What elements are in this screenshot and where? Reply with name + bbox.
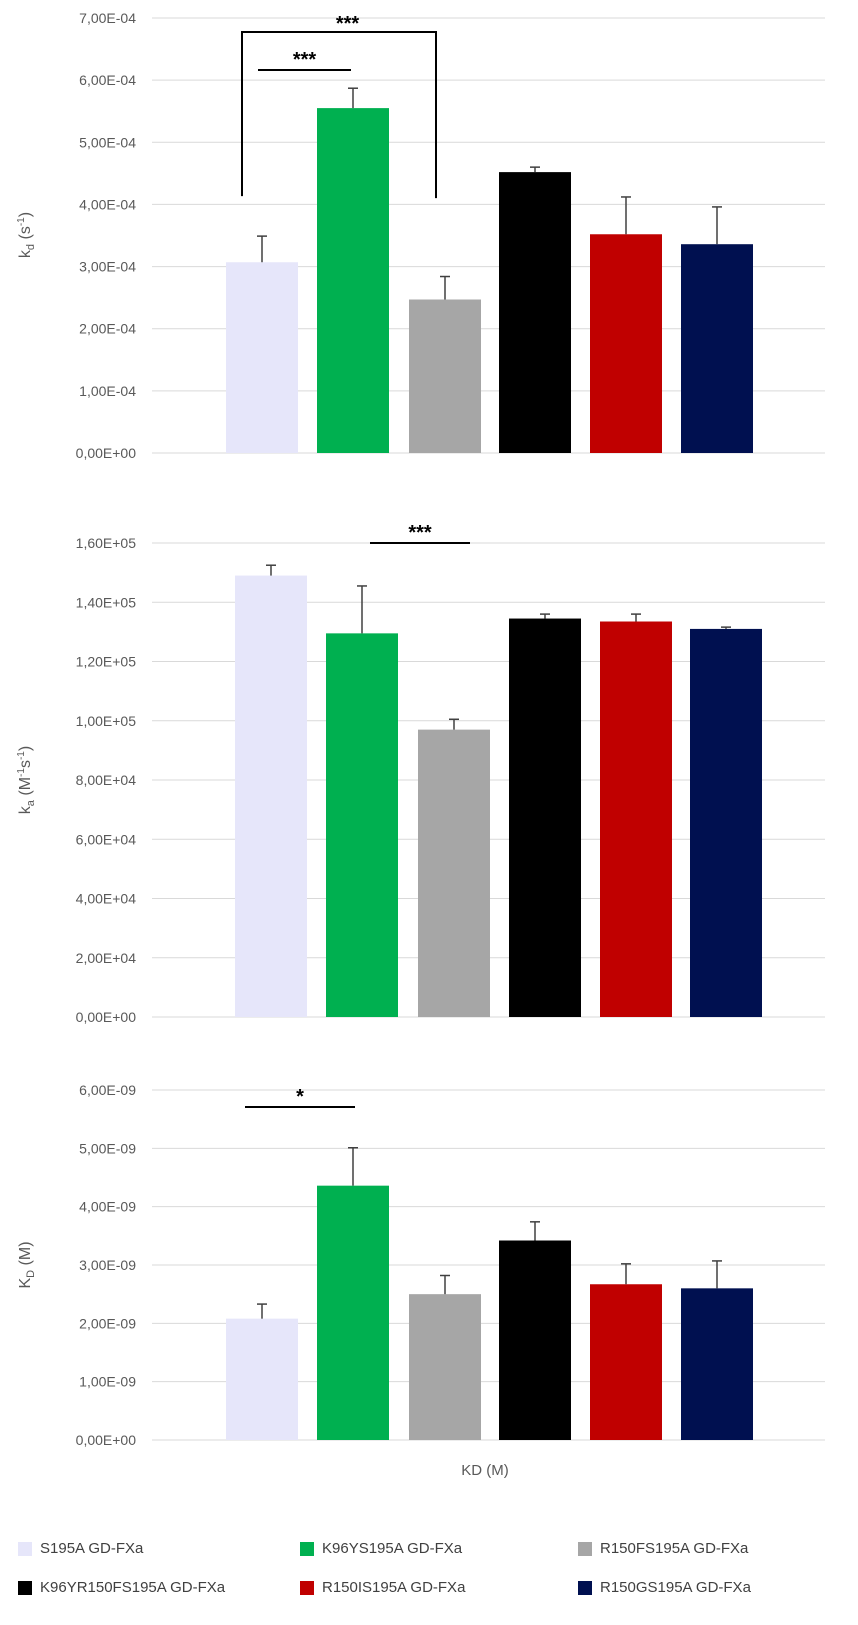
y-tick-label: 5,00E-09 bbox=[79, 1140, 136, 1156]
y-axis-label: KD (M) bbox=[17, 1241, 37, 1288]
y-tick-label: 2,00E-04 bbox=[79, 321, 136, 337]
y-tick-label: 4,00E-09 bbox=[79, 1199, 136, 1215]
y-tick-label: 4,00E-04 bbox=[79, 196, 136, 212]
y-tick-label: 6,00E-09 bbox=[79, 1082, 136, 1098]
y-axis-label: ka (M-1s-1) bbox=[16, 746, 37, 814]
y-axis-label-rest: (M) bbox=[17, 1241, 34, 1269]
y-axis-label-superscript: -1 bbox=[16, 768, 27, 777]
y-axis-label-superscript: -1 bbox=[16, 751, 27, 760]
x-axis-label: KD (M) bbox=[461, 1462, 509, 1479]
y-tick-label: 6,00E-04 bbox=[79, 72, 136, 88]
y-tick-label: 3,00E-04 bbox=[79, 259, 136, 275]
y-tick-label: 1,20E+05 bbox=[76, 654, 137, 670]
bar bbox=[590, 1284, 662, 1440]
y-tick-label: 4,00E+04 bbox=[76, 891, 137, 907]
y-tick-label: 0,00E+00 bbox=[76, 1009, 137, 1025]
legend-item: R150FS195A GD-FXa bbox=[578, 1540, 748, 1557]
significance-bracket bbox=[241, 31, 437, 199]
legend-item: S195A GD-FXa bbox=[18, 1540, 143, 1557]
legend-swatch bbox=[18, 1580, 32, 1595]
y-axis-label-main: K bbox=[17, 1278, 34, 1289]
legend-swatch bbox=[300, 1541, 314, 1556]
bar bbox=[409, 1294, 481, 1440]
legend-label: R150GS195A GD-FXa bbox=[600, 1579, 751, 1596]
y-tick-label: 6,00E+04 bbox=[76, 831, 137, 847]
y-tick-label: 1,00E+05 bbox=[76, 713, 137, 729]
y-axis-label-subscript: D bbox=[25, 1270, 37, 1278]
significance-label: * bbox=[296, 1086, 304, 1108]
y-axis-label-main: k bbox=[17, 805, 34, 814]
bar bbox=[499, 1240, 571, 1440]
legend-swatch bbox=[578, 1580, 592, 1595]
y-tick-label: 0,00E+00 bbox=[76, 1432, 137, 1448]
legend-item: K96YR150FS195A GD-FXa bbox=[18, 1579, 225, 1596]
y-tick-label: 7,00E-04 bbox=[79, 10, 136, 26]
y-axis-label-main: k bbox=[17, 249, 34, 258]
bar bbox=[509, 618, 581, 1017]
y-tick-label: 2,00E-09 bbox=[79, 1315, 136, 1331]
y-tick-label: 5,00E-04 bbox=[79, 134, 136, 150]
bar bbox=[235, 575, 307, 1017]
y-tick-label: 1,60E+05 bbox=[76, 535, 137, 551]
legend-label: R150FS195A GD-FXa bbox=[600, 1540, 749, 1557]
y-axis-label-mid: s bbox=[17, 760, 34, 768]
legend-label: S195A GD-FXa bbox=[40, 1540, 144, 1557]
legend-label: K96YR150FS195A GD-FXa bbox=[40, 1579, 226, 1596]
y-axis-label-end: ) bbox=[17, 746, 34, 751]
bar bbox=[681, 244, 753, 453]
bar bbox=[600, 621, 672, 1017]
bar bbox=[590, 234, 662, 453]
y-tick-label: 8,00E+04 bbox=[76, 772, 137, 788]
bar bbox=[326, 633, 398, 1017]
bar bbox=[317, 1185, 389, 1440]
legend-swatch bbox=[18, 1541, 32, 1556]
legend: S195A GD-FXa K96YS195A GD-FXa R150FS195A… bbox=[0, 1535, 858, 1625]
y-axis-label-rest: (M bbox=[17, 777, 34, 800]
legend-item: R150GS195A GD-FXa bbox=[578, 1579, 751, 1596]
significance-label: *** bbox=[293, 49, 317, 71]
bar bbox=[499, 172, 571, 453]
legend-item: K96YS195A GD-FXa bbox=[300, 1540, 462, 1557]
y-axis-label-subscript: d bbox=[25, 244, 37, 250]
bar bbox=[418, 729, 490, 1017]
y-axis-label-rest: (s bbox=[17, 226, 34, 244]
legend-label: R150IS195A GD-FXa bbox=[322, 1579, 466, 1596]
y-axis-label-end: ) bbox=[17, 212, 34, 217]
bar bbox=[317, 108, 389, 453]
significance-label: *** bbox=[408, 522, 432, 544]
bar bbox=[681, 1288, 753, 1440]
figure-canvas: 0,00E+00 1,00E-04 2,00E-04 3,00E-04 4,00E-04… bbox=[16, 10, 825, 1479]
y-tick-label: 1,40E+05 bbox=[76, 594, 137, 610]
y-axis-label: kd (s-1) bbox=[16, 212, 37, 258]
significance-label: *** bbox=[336, 13, 360, 35]
y-axis-label-subscript: a bbox=[25, 799, 37, 806]
y-axis-label-superscript: -1 bbox=[16, 217, 27, 226]
y-tick-label: 0,00E+00 bbox=[76, 445, 137, 461]
legend-swatch bbox=[578, 1541, 592, 1556]
y-tick-label: 2,00E+04 bbox=[76, 950, 137, 966]
legend-item: R150IS195A GD-FXa bbox=[300, 1579, 465, 1596]
y-tick-label: 1,00E-04 bbox=[79, 383, 136, 399]
bar bbox=[226, 1318, 298, 1440]
y-tick-label: 1,00E-09 bbox=[79, 1374, 136, 1390]
y-tick-label: 3,00E-09 bbox=[79, 1257, 136, 1273]
bar bbox=[409, 299, 481, 453]
legend-label: K96YS195A GD-FXa bbox=[322, 1540, 463, 1557]
bar bbox=[226, 262, 298, 453]
legend-swatch bbox=[300, 1580, 314, 1595]
bar bbox=[690, 628, 762, 1017]
